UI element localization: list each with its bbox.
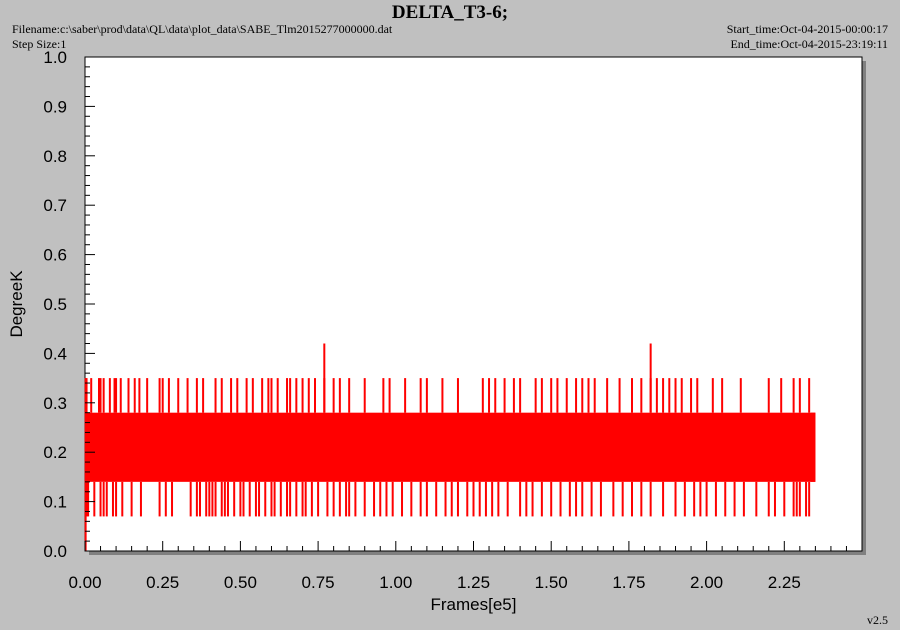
- y-tick-label: 0.7: [43, 196, 67, 215]
- chart-title: DELTA_T3-6;: [391, 2, 509, 23]
- x-tick-label: 1.75: [612, 573, 645, 592]
- x-tick-label: 1.25: [457, 573, 490, 592]
- y-axis-label: DegreeK: [7, 270, 26, 338]
- start-time-label: Start_time:Oct-04-2015-00:00:17: [726, 22, 888, 36]
- y-tick-label: 0.3: [43, 394, 67, 413]
- version-label: v2.5: [867, 613, 888, 627]
- x-tick-label: 0.75: [302, 573, 335, 592]
- x-tick-label: 0.50: [224, 573, 257, 592]
- series-band: [85, 412, 816, 482]
- y-tick-label: 1.0: [43, 48, 67, 67]
- axis-layer: 0.0 0.1 0.2 0.3 0.4 0.5 0.6 0.7 0.8 0.9 1.0 0.00 0.2…: [43, 48, 847, 592]
- y-tick-label: 0.0: [43, 542, 67, 561]
- x-tick-label: 0.00: [68, 573, 101, 592]
- x-tick-label: 2.00: [690, 573, 723, 592]
- x-tick-label: 1.50: [535, 573, 568, 592]
- y-tick-label: 0.2: [43, 443, 67, 462]
- y-tick-label: 0.5: [43, 295, 67, 314]
- filename-label: Filename:c:\saber\prod\data\QL\data\plot…: [12, 22, 393, 36]
- x-tick-label: 2.25: [768, 573, 801, 592]
- series-layer: [84, 343, 816, 551]
- y-tick-label: 0.1: [43, 493, 67, 512]
- y-tick-label: 0.9: [43, 97, 67, 116]
- x-tick-label: 0.25: [146, 573, 179, 592]
- x-axis-label: Frames[e5]: [431, 595, 517, 614]
- y-tick-label: 0.6: [43, 246, 67, 265]
- series-tail: [810, 412, 816, 482]
- y-tick-label: 0.8: [43, 147, 67, 166]
- y-tick-label: 0.4: [43, 344, 67, 363]
- end-time-label: End_time:Oct-04-2015-23:19:11: [730, 37, 888, 51]
- x-tick-label: 1.00: [379, 573, 412, 592]
- step-size-label: Step Size:1: [12, 37, 67, 51]
